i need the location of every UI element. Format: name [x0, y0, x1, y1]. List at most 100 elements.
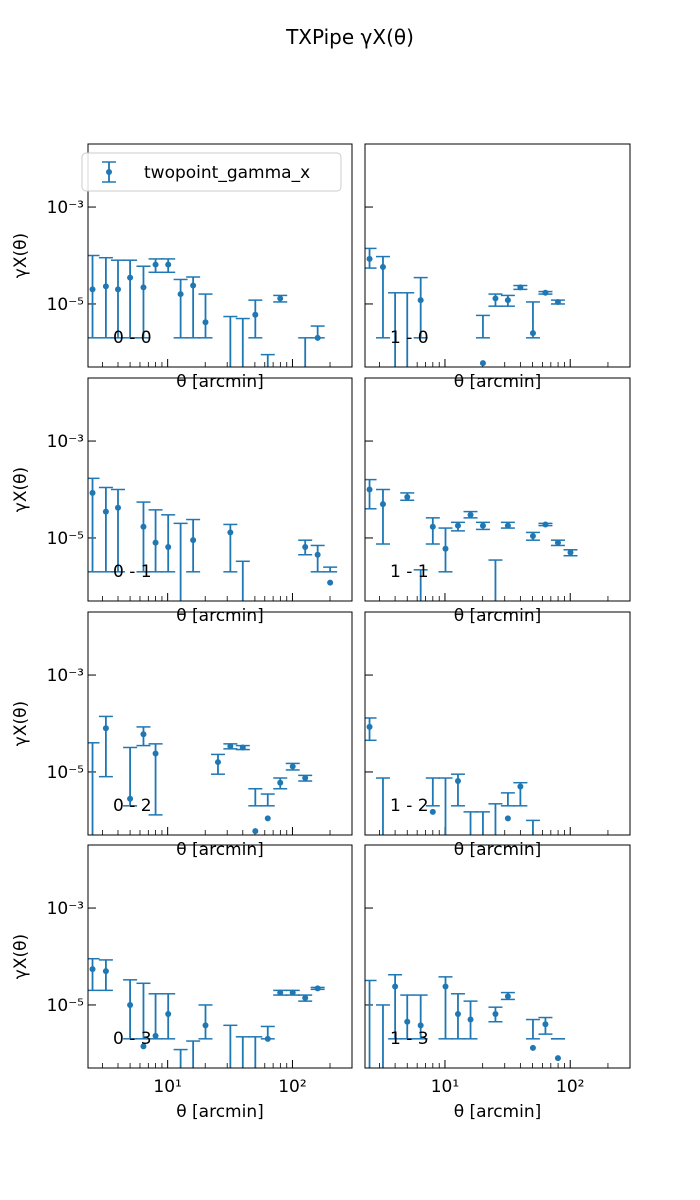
x-axis-label: θ [arcmin] [176, 1102, 264, 1122]
data-point [102, 508, 109, 515]
data-point [252, 311, 259, 318]
data-series [365, 974, 565, 1068]
data-point [479, 360, 486, 367]
panel-label: 1 - 1 [390, 562, 429, 582]
data-point [127, 274, 134, 281]
data-point [492, 1011, 499, 1018]
data-point [114, 286, 121, 293]
x-axis-label: θ [arcmin] [454, 372, 542, 392]
panel-label: 1 - 3 [390, 1029, 429, 1049]
data-point [554, 1055, 561, 1062]
data-point [417, 1022, 424, 1029]
data-series [88, 957, 325, 1068]
axes-frame [87, 377, 353, 602]
data-point [152, 1032, 159, 1039]
data-point [152, 539, 159, 546]
data-point [202, 319, 209, 326]
data-point [302, 544, 309, 551]
data-point [165, 261, 172, 268]
x-tick-label: 10² [278, 1077, 306, 1097]
x-tick-label: 10¹ [431, 1077, 459, 1097]
axes-frame [364, 143, 631, 368]
data-point [404, 494, 411, 501]
data-series [88, 477, 338, 601]
data-point [239, 744, 246, 751]
data-point [89, 966, 96, 973]
data-point [277, 989, 284, 996]
y-tick-label: 10⁻³ [47, 432, 84, 452]
y-tick-label: 10⁻⁵ [47, 529, 84, 549]
data-point [366, 723, 373, 730]
y-tick-label: 10⁻³ [47, 666, 84, 686]
data-point [492, 295, 499, 302]
data-point [467, 1016, 474, 1023]
y-axis-label: γX(θ) [11, 233, 31, 278]
x-tick-label: 10¹ [153, 1077, 181, 1097]
data-point [542, 1021, 549, 1028]
data-point [429, 808, 436, 815]
data-point [327, 579, 334, 586]
data-point [190, 537, 197, 544]
data-series [88, 254, 325, 367]
panel-label: 0 - 1 [113, 562, 152, 582]
x-axis-label: θ [arcmin] [176, 606, 264, 626]
data-point [504, 522, 511, 529]
data-point [289, 989, 296, 996]
data-point [554, 298, 561, 305]
data-point [140, 1043, 147, 1050]
panel-1-2: θ [arcmin] 1 - 2 [364, 611, 631, 860]
data-point [554, 539, 561, 546]
data-point [454, 1011, 461, 1018]
data-point [165, 544, 172, 551]
x-axis-label: θ [arcmin] [454, 840, 542, 860]
data-point [454, 522, 461, 529]
data-point [392, 983, 399, 990]
data-point [252, 828, 259, 835]
data-point [152, 261, 159, 268]
x-tick-label: 10² [556, 1077, 584, 1097]
legend-label: twopoint_gamma_x [144, 163, 310, 183]
data-point [302, 994, 309, 1001]
data-point [102, 968, 109, 975]
chart-title: TXPipe γX(θ) [285, 25, 414, 49]
data-point [264, 815, 271, 822]
data-point [227, 743, 234, 750]
data-point [202, 1022, 209, 1029]
axes-frame [87, 143, 353, 368]
data-series [365, 478, 578, 601]
data-point [114, 504, 121, 511]
y-tick-label: 10⁻⁵ [47, 996, 84, 1016]
x-axis-label: θ [arcmin] [176, 372, 264, 392]
data-point [289, 763, 296, 770]
y-axis-label: γX(θ) [11, 934, 31, 979]
data-point [140, 731, 147, 738]
data-point [479, 522, 486, 529]
data-point [314, 551, 321, 558]
data-point [379, 263, 386, 270]
y-axis-label: γX(θ) [11, 467, 31, 512]
data-series [365, 247, 565, 367]
x-axis-label: θ [arcmin] [454, 1102, 542, 1122]
y-tick-label: 10⁻³ [47, 899, 84, 919]
data-point [140, 523, 147, 530]
data-point [442, 545, 449, 552]
data-point [567, 549, 574, 556]
data-point [529, 532, 536, 539]
panel-0-2: 10⁻³ 10⁻⁵ θ [arcmin] γX(θ) 0 - 2 [11, 611, 353, 860]
data-point [517, 783, 524, 790]
data-point [404, 1018, 411, 1025]
data-point [214, 759, 221, 766]
data-point [277, 295, 284, 302]
panel-0-1: 10⁻³ 10⁻⁵ θ [arcmin] γX(θ) 0 - 1 [11, 377, 353, 626]
data-point [517, 284, 524, 291]
data-point [542, 289, 549, 296]
data-point [379, 501, 386, 508]
data-point [504, 815, 511, 822]
data-point [102, 725, 109, 732]
data-point [177, 291, 184, 298]
data-point [165, 1011, 172, 1018]
axes-frame [364, 844, 631, 1069]
panel-1-3: 10¹ 10² θ [arcmin] 1 - 3 [364, 844, 631, 1122]
data-point [89, 286, 96, 293]
